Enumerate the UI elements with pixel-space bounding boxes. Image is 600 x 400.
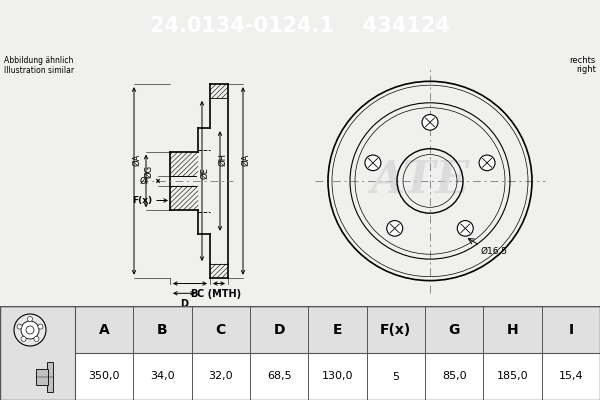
Circle shape [422,114,438,130]
Text: I: I [568,322,574,336]
Text: right: right [576,65,596,74]
Text: 24.0134-0124.1    434124: 24.0134-0124.1 434124 [150,16,450,36]
Text: F(x): F(x) [380,322,412,336]
Bar [75,353,600,400]
Bar [0,306,75,400]
Bar [47,362,53,392]
Circle shape [38,324,43,329]
Text: B: B [190,289,197,299]
Circle shape [387,220,403,236]
Text: 32,0: 32,0 [209,372,233,382]
Circle shape [28,316,32,322]
Text: F(x): F(x) [132,196,152,205]
Text: 15,4: 15,4 [559,372,583,382]
Circle shape [21,336,26,341]
Text: rechts: rechts [570,56,596,65]
Circle shape [457,220,473,236]
Text: ØI: ØI [140,176,149,186]
Text: ØG: ØG [145,165,154,178]
Text: B: B [157,322,168,336]
Circle shape [17,324,22,329]
Text: 34,0: 34,0 [150,372,175,382]
Text: 85,0: 85,0 [442,372,466,382]
Text: Ø16,5: Ø16,5 [481,247,508,256]
Text: D: D [180,299,188,309]
Circle shape [34,336,39,341]
Text: D: D [274,322,285,336]
Bar [75,306,600,353]
Text: H: H [506,322,518,336]
Circle shape [479,155,495,171]
Circle shape [26,326,34,334]
Text: ATE: ATE [370,160,470,202]
Text: C: C [216,322,226,336]
Circle shape [365,155,381,171]
Text: ØE: ØE [200,167,209,179]
Text: 185,0: 185,0 [497,372,529,382]
Text: 68,5: 68,5 [267,372,292,382]
Text: E: E [333,322,342,336]
Text: C (MTH): C (MTH) [197,289,241,299]
Text: Illustration similar: Illustration similar [4,66,74,75]
Text: ØA: ØA [241,153,251,166]
Text: 350,0: 350,0 [88,372,120,382]
Text: 130,0: 130,0 [322,372,353,382]
Text: G: G [448,322,460,336]
Circle shape [21,321,39,339]
Text: A: A [99,322,110,336]
Bar [36,369,48,385]
Text: Abbildung ähnlich: Abbildung ähnlich [4,56,73,65]
Text: 5: 5 [392,372,400,382]
Text: ØH: ØH [218,153,227,166]
Text: ØA: ØA [133,153,142,166]
Circle shape [14,314,46,346]
